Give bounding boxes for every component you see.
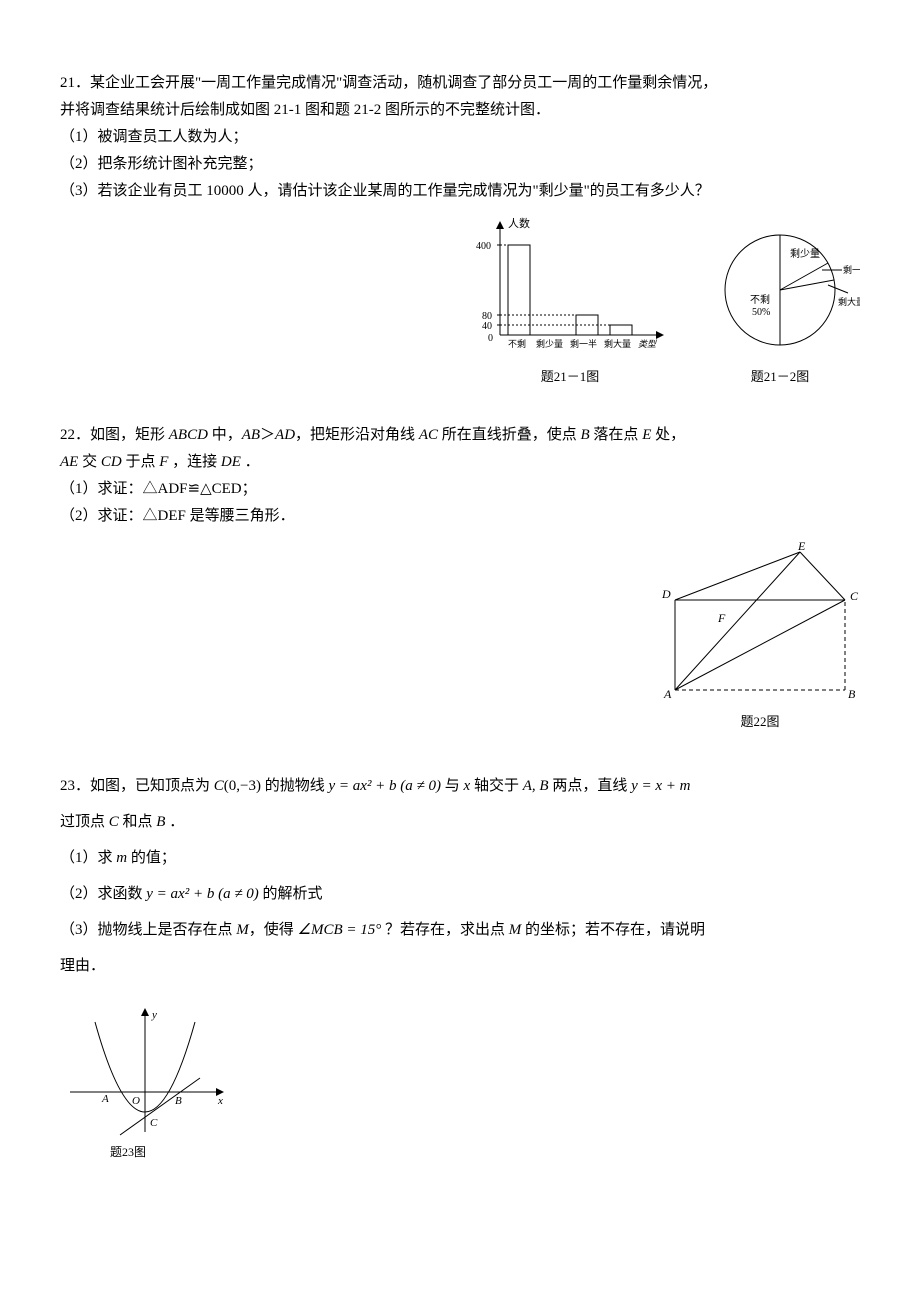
svg-text:A: A	[101, 1093, 109, 1105]
q21-part3: （3）若该企业有员工 10000 人，请估计该企业某周的工作量完成情况为"剩少量…	[60, 178, 860, 205]
q23-part2: （2）求函数 y = ax² + b (a ≠ 0) 的解析式	[60, 876, 860, 912]
q21-bar-chart: 人数 400 80 40 0 不剩 剩少量 剩一半 剩大	[470, 215, 670, 388]
svg-text:O: O	[132, 1095, 140, 1107]
svg-text:40: 40	[482, 321, 492, 332]
q23-stem-line2: 过顶点 C 和点 B ．	[60, 804, 860, 840]
svg-text:不剩: 不剩	[750, 293, 770, 306]
svg-text:0: 0	[488, 333, 493, 344]
q22-part1: （1）求证：△ADF≌△CED；	[60, 476, 860, 503]
question-22: 22．如图，矩形 ABCD 中，AB＞AD，把矩形沿对角线 AC 所在直线折叠，…	[60, 422, 860, 733]
q23-figure: y x O A B C 题23图	[60, 1002, 860, 1164]
q21-bar-caption: 题21－1图	[470, 365, 670, 388]
question-21: 21．某企业工会开展"一周工作量完成情况"调查活动，随机调查了部分员工一周的工作…	[60, 70, 860, 388]
svg-text:剩少量: 剩少量	[790, 247, 820, 260]
svg-text:C: C	[850, 589, 859, 603]
svg-text:x: x	[217, 1095, 223, 1107]
q23-part3-line1: （3）抛物线上是否存在点 M，使得 ∠MCB = 15° ？若存在，求出点 M …	[60, 912, 860, 948]
svg-text:B: B	[175, 1095, 182, 1107]
q22-stem-line1: 22．如图，矩形 ABCD 中，AB＞AD，把矩形沿对角线 AC 所在直线折叠，…	[60, 422, 860, 449]
q21-pie-caption: 题21－2图	[700, 365, 860, 388]
q23-caption: 题23图	[110, 1142, 860, 1164]
q23-part3-line2: 理由．	[60, 948, 860, 984]
svg-text:y: y	[151, 1009, 157, 1021]
q21-pie-chart: 剩少量 剩一半 剩大量 不剩 50% 题21－2图	[700, 215, 860, 388]
question-23: 23．如图，已知顶点为 C(0,−3) 的抛物线 y = ax² + b (a …	[60, 768, 860, 1164]
q23-stem-line1: 23．如图，已知顶点为 C(0,−3) 的抛物线 y = ax² + b (a …	[60, 768, 860, 804]
svg-text:C: C	[150, 1117, 158, 1129]
q22-caption: 题22图	[660, 710, 860, 733]
q22-figure: A B C D E F 题22图	[660, 540, 860, 733]
q21-part2: （2）把条形统计图补充完整；	[60, 151, 860, 178]
q22-part2: （2）求证：△DEF 是等腰三角形．	[60, 503, 860, 530]
svg-text:50%: 50%	[752, 307, 770, 318]
svg-text:剩大量: 剩大量	[838, 296, 860, 307]
q23-part1: （1）求 m 的值；	[60, 840, 860, 876]
q22-figure-row: A B C D E F 题22图	[60, 540, 860, 733]
q21-stem-line2: 并将调查结果统计后绘制成如图 21-1 图和题 21-2 图所示的不完整统计图．	[60, 97, 860, 124]
svg-text:A: A	[663, 687, 672, 701]
svg-text:400: 400	[476, 241, 491, 252]
q21-stem-line1: 21．某企业工会开展"一周工作量完成情况"调查活动，随机调查了部分员工一周的工作…	[60, 70, 860, 97]
svg-text:类型: 类型	[638, 339, 657, 349]
svg-text:剩一半: 剩一半	[570, 338, 597, 349]
q21-part1: （1）被调查员工人数为人；	[60, 124, 860, 151]
svg-text:剩少量: 剩少量	[536, 338, 563, 349]
svg-text:剩大量: 剩大量	[604, 338, 631, 349]
svg-text:不剩: 不剩	[508, 338, 526, 349]
svg-text:人数: 人数	[508, 217, 530, 230]
svg-text:剩一半: 剩一半	[843, 264, 860, 275]
q21-figures: 人数 400 80 40 0 不剩 剩少量 剩一半 剩大	[60, 215, 860, 388]
svg-text:F: F	[717, 611, 726, 625]
svg-text:B: B	[848, 687, 856, 701]
q22-stem-line2: AE 交 CD 于点 F ，连接 DE ．	[60, 449, 860, 476]
svg-text:D: D	[661, 587, 671, 601]
svg-text:E: E	[797, 540, 806, 553]
